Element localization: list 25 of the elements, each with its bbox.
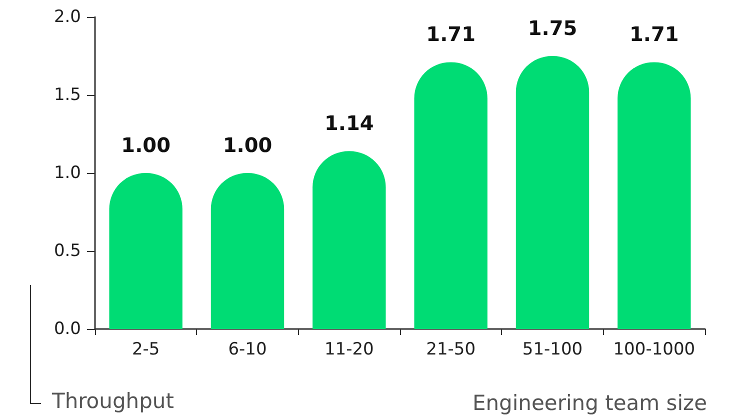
x-tick-label: 6-10 [228, 340, 267, 360]
data-label: 1.00 [121, 133, 171, 157]
bar [618, 62, 691, 329]
bar [109, 173, 182, 329]
data-label: 1.71 [629, 22, 679, 46]
x-tick-label: 2-5 [132, 340, 160, 360]
bar [414, 62, 488, 329]
data-label: 1.14 [324, 111, 374, 136]
y-tick-label: 0.5 [54, 241, 81, 261]
y-tick-label: 1.0 [54, 163, 81, 183]
y-tick-label: 2.0 [54, 7, 81, 27]
x-tick-label: 21-50 [426, 340, 476, 360]
x-tick-label: 11-20 [324, 340, 374, 360]
y-tick-label: 0.0 [54, 319, 81, 339]
data-label: 1.71 [426, 22, 476, 46]
bar [516, 56, 590, 329]
y-axis-title: Throughput [52, 389, 174, 413]
data-label: 1.00 [222, 133, 272, 157]
y-tick-label: 1.5 [54, 85, 81, 105]
bar [312, 151, 386, 329]
bar [210, 173, 284, 329]
x-tick-label: 51-100 [522, 340, 583, 360]
x-tick-label: 100-1000 [613, 340, 696, 360]
data-label: 1.75 [528, 16, 578, 40]
x-axis-title: Engineering team size [472, 391, 707, 415]
